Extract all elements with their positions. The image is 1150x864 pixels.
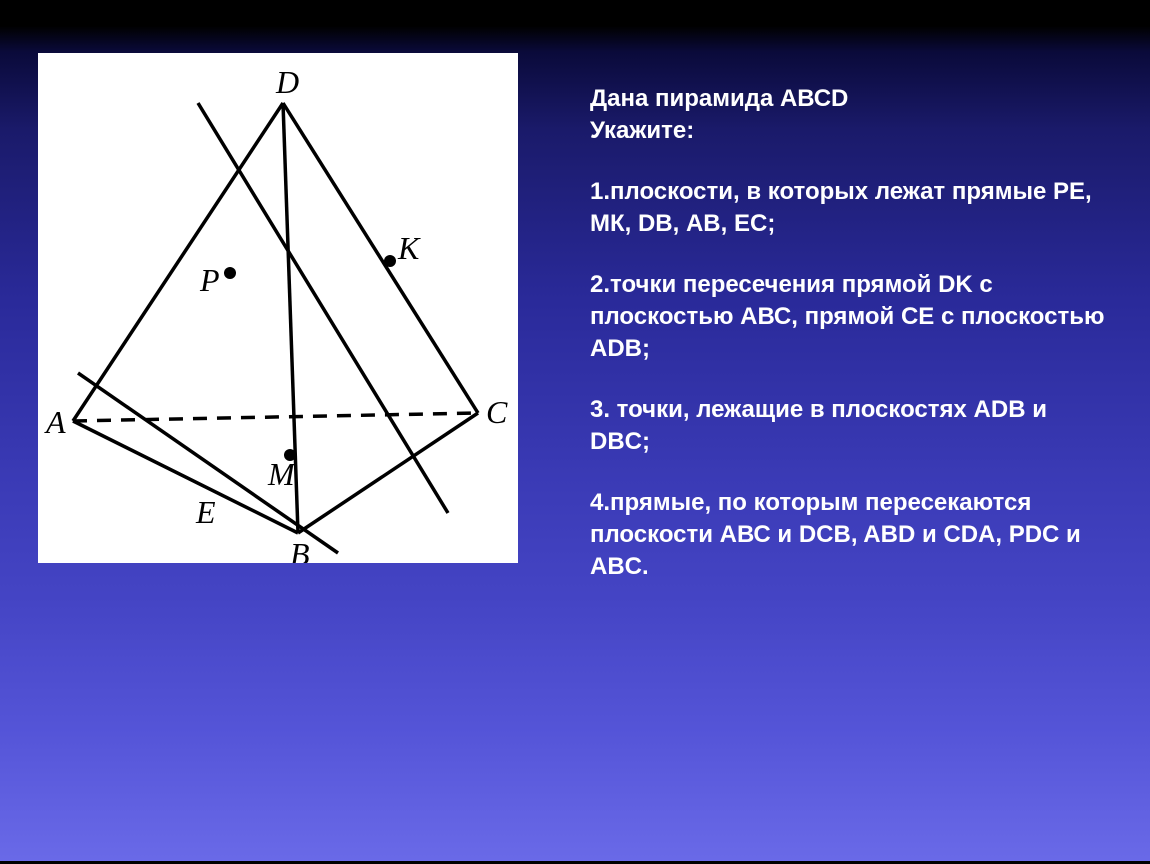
question-2: 2.точки пересечения прямой DK с плоскост… (590, 269, 1110, 366)
svg-text:A: A (44, 404, 66, 440)
question-1: 1.плоскости, в которых лежат прямые РЕ, … (590, 176, 1110, 241)
heading-line-1: Дана пирамида АВСD (590, 85, 848, 112)
question-4: 4.прямые, по которым пересекаются плоско… (590, 487, 1110, 584)
svg-text:K: K (397, 230, 421, 266)
problem-text-panel: Дана пирамида АВСD Укажите: 1.плоскости,… (590, 83, 1110, 823)
question-3: 3. точки, лежащие в плоскостях АDB и DBC… (590, 394, 1110, 459)
heading-line-2: Укажите: (590, 117, 694, 144)
problem-heading: Дана пирамида АВСD Укажите: (590, 83, 1110, 148)
svg-text:B: B (290, 536, 310, 563)
pyramid-diagram: A B C D P K M E (38, 53, 518, 563)
svg-text:M: M (267, 456, 297, 492)
svg-text:P: P (199, 262, 220, 298)
svg-text:D: D (275, 64, 299, 100)
diagram-panel: A B C D P K M E (38, 53, 518, 563)
svg-text:E: E (195, 494, 216, 530)
svg-text:C: C (486, 394, 508, 430)
